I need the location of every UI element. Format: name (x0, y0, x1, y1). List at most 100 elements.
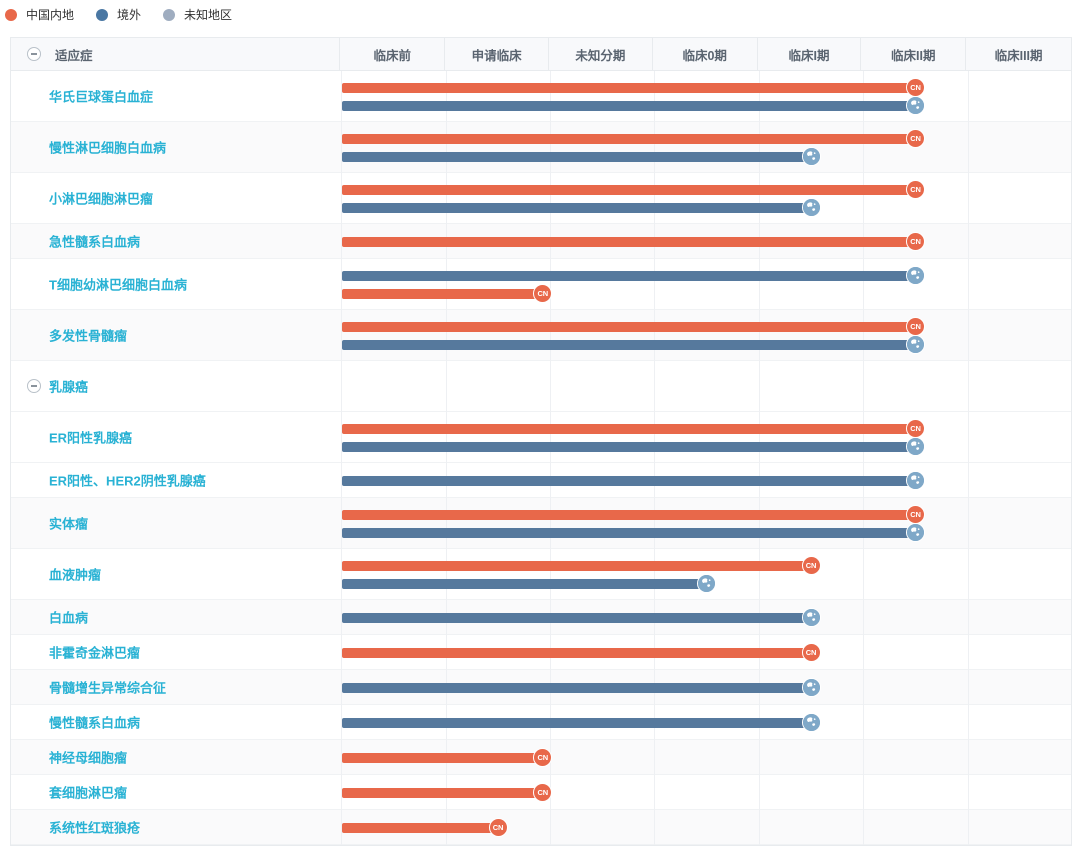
indication-link[interactable]: 小淋巴细胞淋巴瘤 (49, 191, 154, 207)
legend-dot-icon (163, 9, 176, 21)
trial-bar-overseas[interactable] (342, 612, 818, 623)
column-header-phase-2: 未知分期 (549, 38, 653, 70)
table-row-10: 血液肿瘤 CN (11, 549, 1071, 600)
indication-header-label: 适应症 (55, 48, 93, 63)
trial-bar-overseas[interactable] (342, 100, 923, 111)
cn-badge: CN (533, 748, 553, 767)
legend-dot-icon (96, 9, 109, 21)
trial-bar-cn[interactable] (342, 184, 923, 195)
indication-column-header: 适应症 (11, 38, 341, 70)
globe-badge (906, 471, 925, 490)
cn-badge-label: CN (805, 648, 817, 657)
trial-bar-cn[interactable] (342, 321, 923, 332)
cn-badge: CN (906, 317, 925, 336)
trial-bar-cn[interactable] (342, 752, 550, 763)
trial-bar-cn[interactable] (342, 560, 818, 571)
globe-badge (801, 713, 821, 732)
legend-item-0[interactable]: 中国内地 (5, 7, 74, 23)
trial-bar-cn[interactable] (342, 133, 923, 144)
cn-badge-label: CN (910, 510, 921, 519)
collapse-all-icon[interactable] (27, 47, 41, 61)
cn-badge: CN (801, 643, 821, 662)
indication-link[interactable]: 乳腺癌 (49, 379, 89, 395)
trial-bar-overseas[interactable] (342, 441, 923, 452)
cn-badge-label: CN (805, 561, 817, 570)
table-row-17: 系统性红斑狼疮 CN (11, 810, 1071, 845)
trial-bar-overseas[interactable] (342, 339, 923, 350)
table-row-0: 华氏巨球蛋白血症 CN (11, 71, 1071, 122)
globe-badge (801, 198, 821, 217)
cn-badge-label: CN (537, 753, 549, 762)
trial-bar-overseas[interactable] (342, 475, 923, 486)
cn-badge-label: CN (910, 424, 921, 433)
legend-item-2[interactable]: 未知地区 (163, 7, 232, 23)
cn-badge-label: CN (537, 289, 549, 298)
cn-badge-label: CN (910, 83, 921, 92)
legend-item-label: 中国内地 (26, 8, 75, 22)
indication-link[interactable]: 慢性淋巴细胞白血病 (49, 140, 167, 156)
table-row-6: 乳腺癌 (11, 361, 1071, 412)
column-header-phase-5: 临床II期 (861, 38, 967, 70)
indication-link[interactable]: 套细胞淋巴瘤 (49, 785, 128, 801)
cn-badge: CN (801, 556, 821, 575)
trial-bar-overseas[interactable] (342, 202, 818, 213)
cn-badge: CN (906, 232, 925, 251)
table-row-8: ER阳性、HER2阴性乳腺癌 (11, 463, 1071, 498)
cn-badge: CN (906, 129, 925, 148)
cn-badge-label: CN (910, 185, 921, 194)
indication-link[interactable]: 急性髓系白血病 (49, 234, 141, 250)
cn-badge: CN (906, 78, 925, 97)
trial-bar-cn[interactable] (342, 423, 923, 434)
trial-bar-overseas[interactable] (342, 527, 923, 538)
indication-link[interactable]: 实体瘤 (49, 516, 89, 532)
trial-bar-overseas[interactable] (342, 151, 818, 162)
trial-bar-cn[interactable] (342, 509, 923, 520)
indication-link[interactable]: 系统性红斑狼疮 (49, 820, 141, 836)
globe-icon (802, 714, 820, 731)
trial-bar-cn[interactable] (342, 822, 505, 833)
trial-bar-cn[interactable] (342, 288, 550, 299)
globe-icon (802, 148, 820, 165)
globe-icon (907, 336, 924, 353)
trial-bar-overseas[interactable] (342, 682, 818, 693)
collapse-group-icon[interactable] (27, 379, 41, 393)
globe-badge (697, 574, 716, 593)
indication-link[interactable]: T细胞幼淋巴细胞白血病 (49, 277, 187, 293)
indication-link[interactable]: 慢性髓系白血病 (49, 715, 141, 731)
trial-bar-cn[interactable] (342, 236, 923, 247)
table-header: 适应症 临床前 申请临床 未知分期 临床0期 临床I期 临床II期 临床III期 (11, 38, 1071, 71)
indication-link[interactable]: 非霍奇金淋巴瘤 (49, 645, 141, 661)
globe-icon (907, 267, 924, 284)
globe-badge (801, 678, 821, 697)
cn-badge-label: CN (910, 322, 921, 331)
table-row-12: 非霍奇金淋巴瘤 CN (11, 635, 1071, 670)
indication-link[interactable]: ER阳性、HER2阴性乳腺癌 (49, 473, 206, 489)
indication-link[interactable]: 神经母细胞瘤 (49, 750, 128, 766)
legend-item-1[interactable]: 境外 (96, 7, 141, 23)
globe-badge (906, 266, 925, 285)
indication-link[interactable]: 血液肿瘤 (49, 567, 102, 583)
cn-badge-label: CN (492, 823, 504, 832)
trial-bar-overseas[interactable] (342, 270, 923, 281)
indication-link[interactable]: 多发性骨髓瘤 (49, 328, 128, 344)
trial-bar-cn[interactable] (342, 647, 818, 658)
indication-link[interactable]: 华氏巨球蛋白血症 (49, 89, 154, 105)
table-row-14: 慢性髓系白血病 (11, 705, 1071, 740)
legend-dot-icon (5, 9, 17, 21)
cn-badge: CN (906, 180, 925, 199)
cn-badge-label: CN (910, 134, 921, 143)
indication-link[interactable]: 白血病 (49, 610, 89, 626)
trial-bar-cn[interactable] (342, 82, 923, 93)
cn-badge: CN (488, 818, 508, 837)
globe-icon (907, 472, 924, 489)
indication-link[interactable]: ER阳性乳腺癌 (49, 430, 133, 446)
globe-badge (801, 608, 821, 627)
trial-bar-overseas[interactable] (342, 578, 714, 589)
globe-icon (907, 524, 924, 541)
indication-link[interactable]: 骨髓增生异常综合征 (49, 680, 167, 696)
pipeline-table: 适应症 临床前 申请临床 未知分期 临床0期 临床I期 临床II期 临床III期 华氏巨球蛋… (10, 37, 1072, 846)
cn-badge-label: CN (910, 237, 921, 246)
trial-bar-cn[interactable] (342, 787, 550, 798)
table-body: 华氏巨球蛋白血症 CN 慢性淋巴细胞白血病 CN 小淋巴细胞淋巴瘤 CN 急性髓系白血病 CN… (11, 71, 1071, 845)
trial-bar-overseas[interactable] (342, 717, 818, 728)
